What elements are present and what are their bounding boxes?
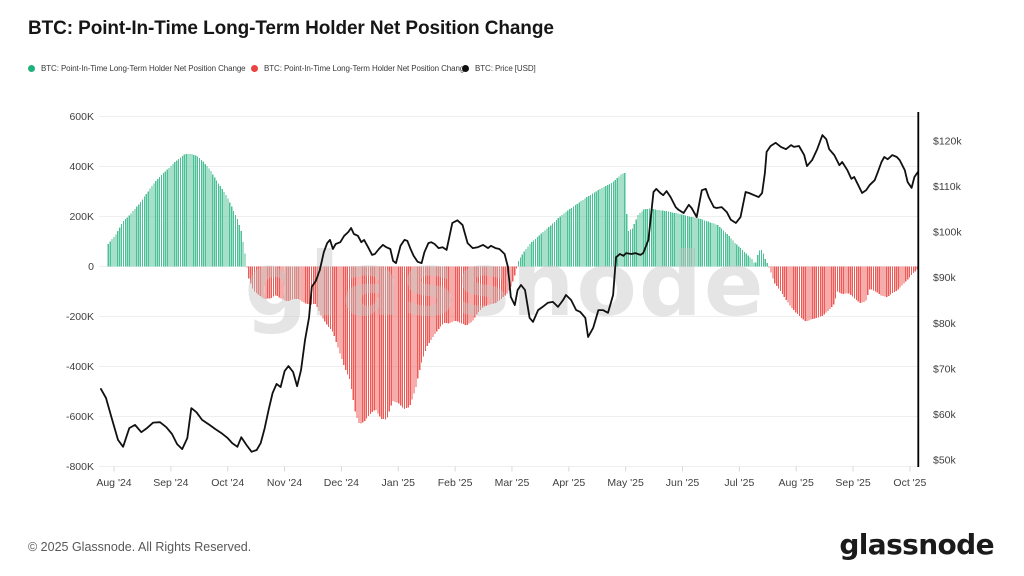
y-left-tick-label: 400K: [69, 161, 94, 173]
x-tick-label: Dec '24: [324, 477, 359, 489]
x-tick-label: May '25: [607, 477, 644, 489]
legend-label: BTC: Price [USD]: [475, 64, 536, 73]
legend-item-lth-positive[interactable]: BTC: Point-In-Time Long-Term Holder Net …: [28, 64, 246, 73]
red-dot-icon: [251, 65, 258, 72]
negative-bars: [246, 266, 918, 424]
x-tick-label: Nov '24: [267, 477, 302, 489]
x-tick-label: Jun '25: [666, 477, 700, 489]
y-left-tick-label: 600K: [69, 111, 94, 123]
glassnode-logo: glassnode: [839, 528, 994, 561]
y-right-tick-label: $110k: [933, 181, 962, 193]
x-tick-label: Aug '25: [779, 477, 814, 489]
x-tick-label: Jul '25: [724, 477, 754, 489]
legend-item-price[interactable]: BTC: Price [USD]: [462, 64, 536, 73]
positive-bars: [107, 154, 768, 267]
y-right-tick-label: $90k: [933, 272, 957, 284]
y-left-tick-label: -800K: [66, 461, 94, 473]
legend-label: BTC: Point-In-Time Long-Term Holder Net …: [264, 64, 469, 73]
y-right-tick-label: $80k: [933, 318, 957, 330]
y-left-tick-label: -600K: [66, 411, 94, 423]
y-right-tick-label: $100k: [933, 227, 962, 239]
x-tick-label: Sep '24: [153, 477, 188, 489]
y-right-tick-label: $60k: [933, 409, 957, 421]
y-left-tick-label: -400K: [66, 361, 94, 373]
y-right-tick-label: $120k: [933, 136, 962, 148]
legend-label: BTC: Point-In-Time Long-Term Holder Net …: [41, 64, 246, 73]
x-tick-label: Oct '25: [893, 477, 926, 489]
x-tick-label: Mar '25: [495, 477, 530, 489]
watermark: glassnode: [244, 233, 765, 336]
price-line: [100, 134, 919, 453]
copyright-text: © 2025 Glassnode. All Rights Reserved.: [28, 540, 252, 554]
x-tick-label: Apr '25: [552, 477, 585, 489]
legend-item-lth-negative[interactable]: BTC: Point-In-Time Long-Term Holder Net …: [251, 64, 469, 73]
page-title: BTC: Point-In-Time Long-Term Holder Net …: [28, 18, 554, 39]
y-left-tick-label: 0: [88, 261, 94, 273]
y-left-tick-label: 200K: [69, 211, 94, 223]
x-tick-label: Aug '24: [96, 477, 131, 489]
x-tick-label: Oct '24: [211, 477, 244, 489]
x-tick-label: Jan '25: [381, 477, 415, 489]
y-right-tick-label: $70k: [933, 363, 957, 375]
green-dot-icon: [28, 65, 35, 72]
x-tick-label: Sep '25: [835, 477, 870, 489]
black-dot-icon: [462, 65, 469, 72]
y-right-tick-label: $50k: [933, 455, 957, 467]
y-left-tick-label: -200K: [66, 311, 94, 323]
x-tick-label: Feb '25: [438, 477, 473, 489]
